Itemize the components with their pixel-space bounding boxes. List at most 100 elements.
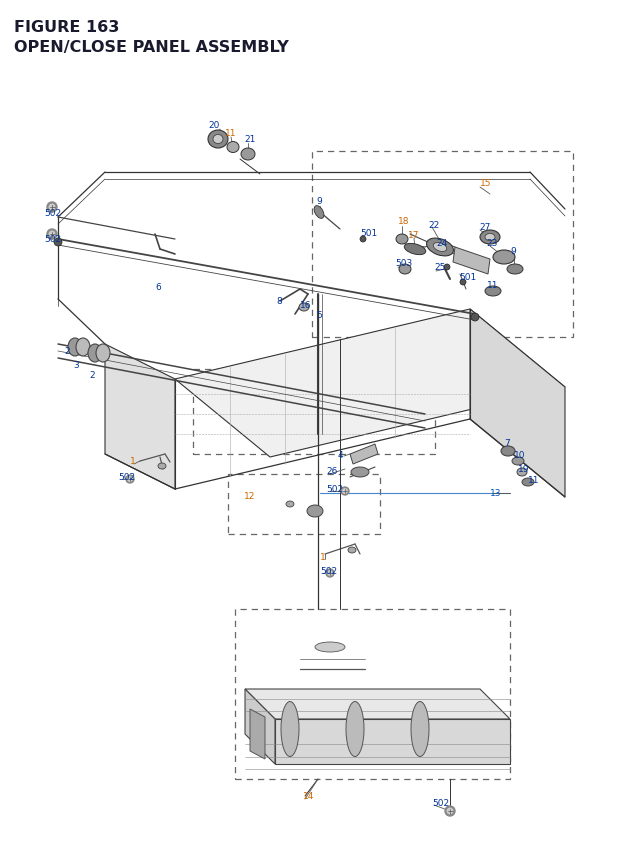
Text: 502: 502 [44, 235, 61, 245]
Ellipse shape [241, 149, 255, 161]
Ellipse shape [396, 235, 408, 245]
Text: 503: 503 [395, 259, 412, 268]
Text: 14: 14 [303, 791, 314, 801]
Text: 19: 19 [518, 464, 529, 473]
Ellipse shape [88, 344, 102, 362]
Polygon shape [350, 444, 378, 464]
Ellipse shape [286, 501, 294, 507]
Text: 21: 21 [244, 135, 255, 145]
Circle shape [49, 205, 55, 210]
Circle shape [128, 477, 132, 481]
Text: 25: 25 [434, 263, 445, 272]
Circle shape [444, 264, 450, 270]
Text: 2: 2 [64, 346, 70, 355]
Text: 3: 3 [73, 360, 79, 369]
Ellipse shape [346, 702, 364, 757]
Circle shape [341, 487, 349, 495]
Ellipse shape [427, 238, 453, 257]
Circle shape [460, 280, 466, 286]
Ellipse shape [399, 264, 411, 275]
Text: 22: 22 [428, 220, 439, 229]
Text: 1: 1 [320, 553, 326, 562]
Circle shape [445, 806, 455, 816]
Polygon shape [105, 344, 175, 489]
Polygon shape [175, 310, 565, 457]
Ellipse shape [315, 642, 345, 653]
Circle shape [343, 489, 348, 493]
Text: 15: 15 [480, 178, 492, 188]
Ellipse shape [281, 702, 299, 757]
Text: 502: 502 [320, 567, 337, 576]
Ellipse shape [158, 463, 166, 469]
Text: 20: 20 [208, 121, 220, 129]
Text: 11: 11 [225, 128, 237, 138]
Text: 9: 9 [316, 197, 322, 207]
Ellipse shape [351, 468, 369, 478]
Text: OPEN/CLOSE PANEL ASSEMBLY: OPEN/CLOSE PANEL ASSEMBLY [14, 40, 289, 55]
Circle shape [360, 237, 366, 243]
Text: 2: 2 [89, 371, 95, 380]
Polygon shape [250, 709, 265, 759]
Text: 6: 6 [155, 282, 161, 291]
Ellipse shape [307, 505, 323, 517]
Text: 502: 502 [118, 473, 135, 482]
Ellipse shape [208, 131, 228, 149]
Ellipse shape [348, 548, 356, 554]
Circle shape [47, 230, 57, 239]
Text: 23: 23 [486, 238, 497, 247]
Text: 18: 18 [398, 217, 410, 226]
Text: 9: 9 [510, 247, 516, 257]
Text: 1: 1 [130, 457, 136, 466]
Text: 11: 11 [528, 476, 540, 485]
Ellipse shape [501, 447, 515, 456]
Polygon shape [245, 689, 510, 719]
Ellipse shape [512, 457, 524, 466]
Circle shape [326, 569, 334, 578]
Polygon shape [470, 310, 565, 498]
Text: 7: 7 [504, 439, 509, 448]
Ellipse shape [68, 338, 82, 356]
Ellipse shape [96, 344, 110, 362]
Ellipse shape [411, 702, 429, 757]
Ellipse shape [485, 287, 501, 297]
Circle shape [328, 571, 332, 575]
Ellipse shape [493, 251, 515, 264]
Text: 11: 11 [487, 280, 499, 289]
Ellipse shape [522, 479, 534, 486]
Text: 13: 13 [490, 489, 502, 498]
Circle shape [49, 232, 55, 238]
Circle shape [447, 808, 452, 814]
Text: 502: 502 [44, 208, 61, 217]
Bar [235, 610, 510, 779]
Circle shape [126, 475, 134, 483]
Ellipse shape [314, 207, 324, 220]
Text: 4: 4 [338, 451, 344, 460]
Ellipse shape [433, 244, 447, 252]
Polygon shape [245, 689, 275, 764]
Polygon shape [275, 719, 510, 764]
Text: 5: 5 [316, 311, 322, 320]
Text: 10: 10 [514, 451, 525, 460]
Text: 24: 24 [436, 238, 447, 247]
Circle shape [54, 238, 62, 247]
Ellipse shape [76, 338, 90, 356]
Ellipse shape [227, 142, 239, 153]
Text: 8: 8 [276, 296, 282, 305]
Polygon shape [453, 248, 490, 275]
Circle shape [47, 202, 57, 213]
Ellipse shape [404, 245, 426, 256]
Text: 502: 502 [326, 485, 343, 494]
Text: 502: 502 [432, 798, 449, 808]
Text: 26: 26 [326, 467, 337, 476]
Ellipse shape [213, 135, 223, 145]
Text: 16: 16 [300, 300, 312, 309]
Text: FIGURE 163: FIGURE 163 [14, 20, 120, 35]
Ellipse shape [507, 264, 523, 275]
Bar [312, 152, 573, 338]
Bar [228, 474, 380, 535]
Ellipse shape [517, 468, 527, 476]
Bar [193, 369, 435, 455]
Ellipse shape [299, 304, 309, 312]
Text: 27: 27 [479, 222, 490, 232]
Ellipse shape [485, 234, 495, 241]
